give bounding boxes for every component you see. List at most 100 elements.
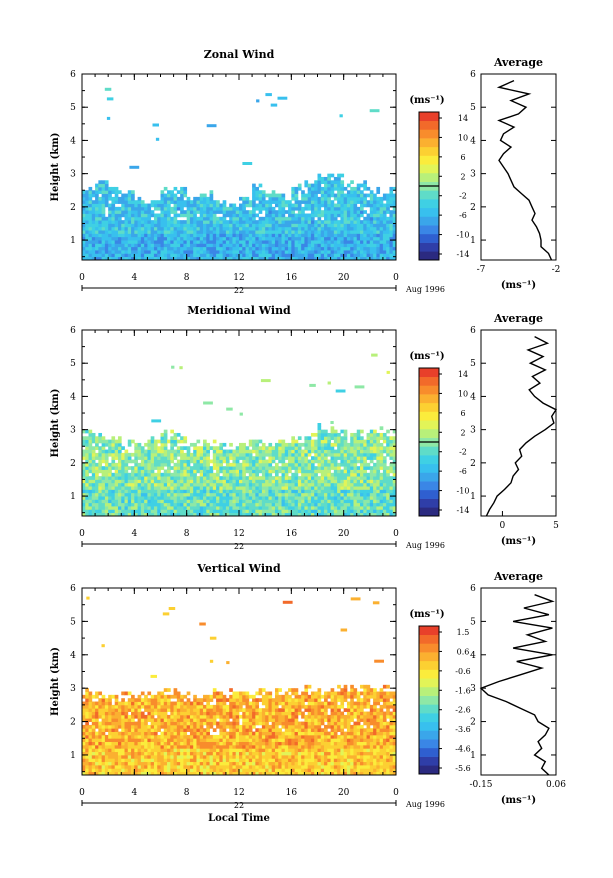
heatmap-cell xyxy=(318,440,322,444)
heatmap-cell xyxy=(223,453,227,457)
heatmap-cell xyxy=(357,184,361,188)
colorbar-swatch xyxy=(419,446,439,455)
heatmap-cell xyxy=(203,204,207,208)
heatmap-cell xyxy=(203,453,207,457)
heatmap-cell xyxy=(363,450,367,454)
heatmap-cell xyxy=(144,473,148,477)
heatmap-cell xyxy=(92,446,96,450)
heatmap-cell xyxy=(301,200,305,204)
heatmap-cell xyxy=(376,233,380,237)
heatmap-cell xyxy=(105,473,109,477)
heatmap-cell xyxy=(314,220,318,224)
heatmap-cell xyxy=(167,466,171,470)
heatmap-cell xyxy=(95,253,99,257)
heatmap-cell xyxy=(131,200,135,204)
heatmap-cell xyxy=(200,243,204,247)
heatmap-cell xyxy=(164,200,168,204)
colorbar-swatch xyxy=(419,199,439,208)
colorbar-swatch xyxy=(419,490,439,499)
heatmap-cell xyxy=(157,240,161,244)
heatmap-cell xyxy=(85,207,89,211)
heatmap-cell xyxy=(380,506,384,510)
heatmap-cell xyxy=(190,476,194,480)
heatmap-cell xyxy=(183,499,187,503)
heatmap-cell xyxy=(383,460,387,464)
heatmap-cell xyxy=(314,470,318,474)
heatmap-cell xyxy=(229,250,233,254)
heatmap-cell xyxy=(324,253,328,257)
heatmap-cell xyxy=(92,708,96,712)
heatmap-cell xyxy=(340,440,344,444)
heatmap-cell xyxy=(298,483,302,487)
heatmap-cell xyxy=(360,233,364,237)
heatmap-cell xyxy=(314,227,318,231)
heatmap-cell xyxy=(98,742,102,746)
heatmap-cell xyxy=(170,450,174,454)
heatmap-cell xyxy=(125,748,129,752)
heatmap-cell xyxy=(177,207,181,211)
heatmap-cell xyxy=(340,233,344,237)
heatmap-cell xyxy=(125,247,129,251)
heatmap-cell xyxy=(318,426,322,430)
heatmap-cell xyxy=(383,486,387,490)
heatmap-cell xyxy=(295,237,299,241)
heatmap-cell xyxy=(138,728,142,732)
heatmap-cell xyxy=(193,207,197,211)
heatmap-cell xyxy=(216,470,220,474)
heatmap-cell xyxy=(232,250,236,254)
heatmap-cell xyxy=(331,174,335,178)
heatmap-cell xyxy=(216,207,220,211)
heatmap-cell xyxy=(308,217,312,221)
heatmap-cell xyxy=(239,210,243,214)
profile-y-label: 2 xyxy=(470,459,476,469)
heatmap-cell xyxy=(144,460,148,464)
heatmap-cell xyxy=(321,489,325,493)
heatmap-cell xyxy=(213,207,217,211)
heatmap-cell xyxy=(272,233,276,237)
heatmap-cell xyxy=(327,509,331,513)
heatmap-cell xyxy=(252,509,256,513)
heatmap-cell xyxy=(108,715,112,719)
heatmap-cell xyxy=(167,247,171,251)
heatmap-cell xyxy=(179,366,182,369)
heatmap-cell xyxy=(249,243,253,247)
heatmap-cell xyxy=(82,194,86,198)
heatmap-cell xyxy=(373,253,377,257)
heatmap-cell xyxy=(246,453,250,457)
heatmap-cell xyxy=(157,214,161,218)
heatmap-cell xyxy=(213,496,217,500)
profile-x-label: -7 xyxy=(477,265,486,275)
heatmap-cell xyxy=(147,453,151,457)
heatmap-cell xyxy=(193,233,197,237)
heatmap-cell xyxy=(314,230,318,234)
panel-title: Meridional Wind xyxy=(187,304,291,317)
heatmap-cell xyxy=(111,210,115,214)
heatmap-cell xyxy=(229,227,233,231)
heatmap-cell xyxy=(105,725,109,729)
heatmap-cell xyxy=(268,493,272,497)
heatmap-cell xyxy=(108,725,112,729)
heatmap-cell xyxy=(183,243,187,247)
heatmap-cell xyxy=(275,509,279,513)
heatmap-cell xyxy=(334,237,338,241)
heatmap-cell xyxy=(334,240,338,244)
heatmap-cell xyxy=(321,243,325,247)
heatmap-cell xyxy=(380,509,384,513)
heatmap-cell xyxy=(229,214,233,218)
heatmap-cell xyxy=(134,250,138,254)
heatmap-cell xyxy=(295,230,299,234)
heatmap-cell xyxy=(141,496,145,500)
heatmap-cell xyxy=(213,473,217,477)
heatmap-cell xyxy=(376,446,380,450)
heatmap-cell xyxy=(340,220,344,224)
heatmap-cell xyxy=(92,456,96,460)
heatmap-cell xyxy=(95,453,99,457)
heatmap-cell xyxy=(89,217,93,221)
heatmap-cell xyxy=(219,243,223,247)
heatmap-cell xyxy=(331,237,335,241)
heatmap-cell xyxy=(275,443,279,447)
heatmap-cell xyxy=(161,204,165,208)
heatmap-cell xyxy=(239,453,243,457)
heatmap-cell xyxy=(187,486,191,490)
heatmap-cell xyxy=(357,443,361,447)
